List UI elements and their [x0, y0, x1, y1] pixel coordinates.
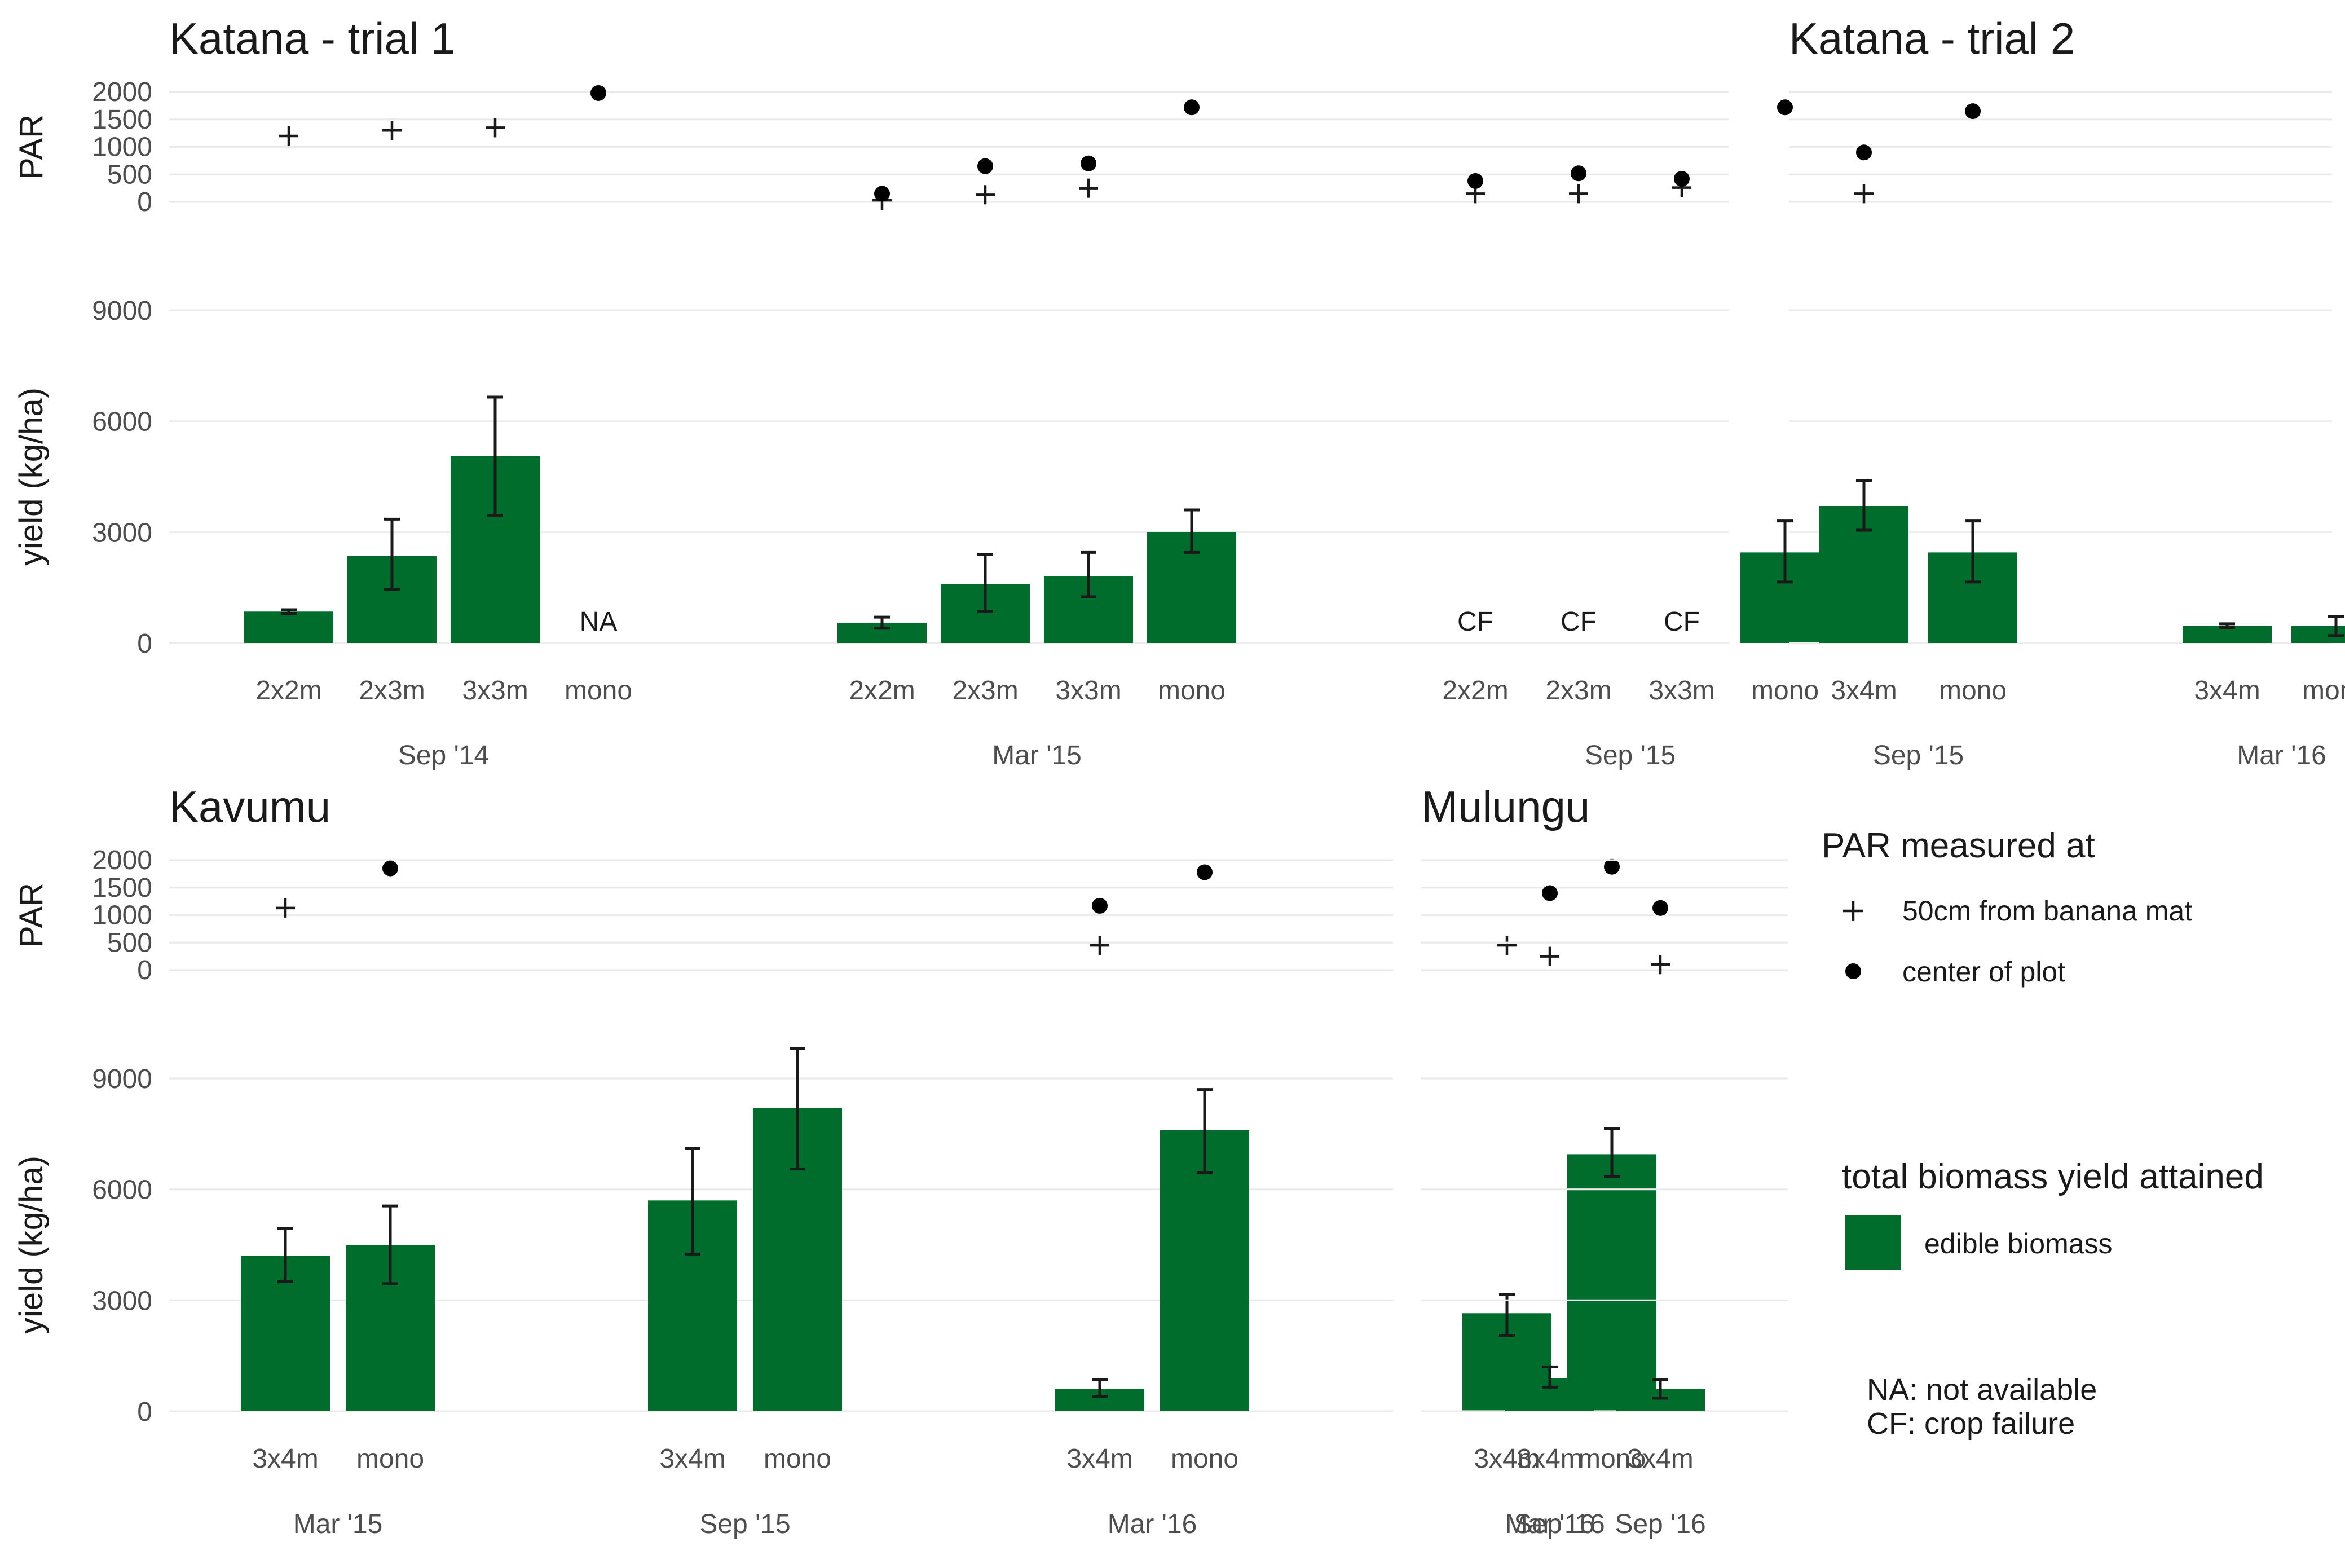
par-center-point — [1856, 144, 1872, 161]
treatment-label: mono — [2302, 676, 2345, 706]
treatment-label: 3x3m — [462, 676, 528, 706]
yield-axis-title: yield (kg/ha) — [13, 387, 50, 566]
treatment-label: mono — [356, 1444, 424, 1474]
par-center-point — [382, 860, 398, 877]
legend-yield-item-label: edible biomass — [1924, 1228, 2113, 1259]
par-center-point — [1965, 103, 1981, 120]
treatment-label: 2x2m — [255, 676, 321, 706]
par-tick-label: 2000 — [92, 845, 152, 875]
treatment-label: 3x4m — [1066, 1444, 1132, 1474]
par-center-point — [1571, 165, 1586, 182]
season-label: Mar '16 — [1505, 1509, 1595, 1539]
yield-tick-label: 3000 — [92, 518, 152, 548]
yield-tick-label: 9000 — [92, 1064, 152, 1094]
legend-par-item-label: 50cm from banana mat — [1902, 895, 2192, 927]
bar-note-label: CF — [1664, 607, 1700, 637]
treatment-label: 3x3m — [1648, 676, 1714, 706]
treatment-label: 2x3m — [952, 676, 1018, 706]
par-center-point — [1184, 99, 1200, 116]
par-axis-title: PAR — [13, 883, 50, 948]
season-label: Sep '15 — [1873, 741, 1964, 770]
treatment-label: 3x4m — [659, 1444, 725, 1474]
par-tick-label: 1500 — [92, 873, 152, 903]
treatment-label: 3x4m — [1474, 1444, 1540, 1474]
treatment-label: mono — [1171, 1444, 1238, 1474]
note-na: NA: not available — [1867, 1373, 2097, 1407]
treatment-label: mono — [1939, 676, 2007, 706]
bar-note-label: CF — [1457, 607, 1493, 637]
yield-bar — [1160, 1130, 1249, 1411]
treatment-label: 3x4m — [1517, 1444, 1583, 1474]
yield-tick-label: 6000 — [92, 1175, 152, 1205]
treatment-label: 2x2m — [849, 676, 915, 706]
yield-tick-label: 9000 — [92, 296, 152, 326]
treatment-label: mono — [764, 1444, 831, 1474]
par-tick-label: 500 — [107, 928, 152, 958]
bar-note-label: NA — [580, 607, 618, 637]
treatment-label: 3x4m — [2194, 676, 2260, 706]
treatment-label: 2x3m — [1545, 676, 1611, 706]
yield-tick-label: 0 — [137, 1397, 152, 1427]
treatment-label: mono — [1751, 676, 1819, 706]
yield-bar — [1567, 1154, 1656, 1411]
treatment-label: 2x2m — [1442, 676, 1508, 706]
par-tick-label: 1500 — [92, 105, 152, 135]
season-label: Sep '14 — [398, 741, 489, 770]
par-tick-label: 0 — [137, 187, 152, 217]
par-axis-title: PAR — [13, 114, 50, 179]
panel-title: Katana - trial 1 — [169, 14, 455, 63]
panel-title: Kavumu — [169, 782, 330, 831]
par-tick-label: 0 — [137, 955, 152, 985]
par-center-point — [1604, 858, 1620, 875]
treatment-label: 3x4m — [1627, 1444, 1693, 1474]
legend-dot-icon — [1845, 963, 1861, 979]
par-center-point — [977, 158, 993, 174]
par-center-point — [1467, 173, 1483, 189]
par-center-point — [1092, 897, 1108, 914]
par-center-point — [1652, 900, 1668, 916]
yield-tick-label: 0 — [137, 629, 152, 659]
note-cf: CF: crop failure — [1867, 1407, 2075, 1441]
par-tick-label: 500 — [107, 160, 152, 190]
par-tick-label: 1000 — [92, 133, 152, 162]
par-center-point — [1197, 864, 1213, 880]
panel-title: Katana - trial 2 — [1789, 14, 2075, 63]
par-center-point — [1674, 171, 1690, 187]
par-center-point — [1081, 155, 1096, 171]
par-center-point — [590, 85, 606, 101]
treatment-label: mono — [1158, 676, 1226, 706]
legend-par-title: PAR measured at — [1822, 826, 2095, 865]
par-tick-label: 1000 — [92, 901, 152, 931]
bar-note-label: CF — [1561, 607, 1597, 637]
yield-axis-title: yield (kg/ha) — [13, 1156, 50, 1334]
par-center-point — [1542, 885, 1558, 901]
treatment-label: 3x3m — [1055, 676, 1121, 706]
yield-bar — [244, 611, 333, 643]
treatment-label: mono — [565, 676, 632, 706]
season-label: Mar '16 — [1108, 1509, 1197, 1539]
season-label: Sep '15 — [1585, 741, 1676, 770]
season-label: Mar '16 — [2237, 741, 2326, 770]
legend-par-item-label: center of plot — [1902, 956, 2065, 988]
panel-title: Mulungu — [1421, 782, 1590, 831]
yield-tick-label: 6000 — [92, 407, 152, 437]
season-label: Sep '16 — [1514, 1509, 1605, 1539]
treatment-label: 3x4m — [1831, 676, 1897, 706]
par-center-point — [874, 186, 890, 202]
treatment-label: 3x4m — [252, 1444, 318, 1474]
legend-swatch — [1845, 1215, 1901, 1270]
season-label: Mar '15 — [293, 1509, 383, 1539]
yield-tick-label: 3000 — [92, 1286, 152, 1316]
legend-yield-title: total biomass yield attained — [1842, 1157, 2264, 1196]
treatment-label: mono — [1578, 1444, 1646, 1474]
season-label: Sep '15 — [699, 1509, 790, 1539]
season-label: Mar '15 — [992, 741, 1082, 770]
par-center-point — [1777, 99, 1793, 116]
season-label: Sep '16 — [1615, 1509, 1705, 1539]
treatment-label: 2x3m — [359, 676, 425, 706]
par-tick-label: 2000 — [92, 77, 152, 107]
